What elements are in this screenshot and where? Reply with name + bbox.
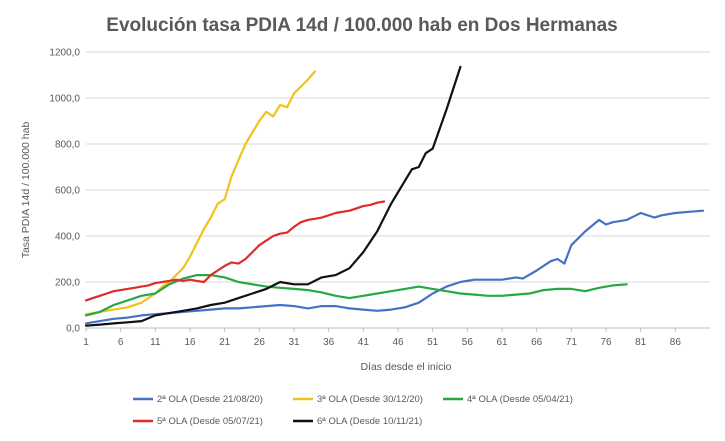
y-axis-title: Tasa PDIA 14d / 100.000 hab	[20, 122, 32, 259]
legend-entry-5: 6ª OLA (Desde 10/11/21)	[293, 416, 422, 427]
x-tick-label: 31	[288, 337, 300, 348]
x-tick-label: 6	[118, 337, 124, 348]
legend-entry-3: 4ª OLA (Desde 05/04/21)	[443, 394, 573, 405]
legend-label: 2ª OLA (Desde 21/08/20)	[157, 394, 263, 405]
series-line-5	[84, 65, 462, 327]
legend-entry-1: 2ª OLA (Desde 21/08/20)	[133, 394, 263, 405]
y-tick-label: 400,0	[55, 232, 80, 243]
y-tick-label: 600,0	[55, 186, 80, 197]
x-tick-label: 46	[392, 337, 404, 348]
x-tick-label: 26	[254, 337, 266, 348]
y-tick-label: 200,0	[55, 278, 80, 289]
x-tick-label: 86	[670, 337, 682, 348]
y-axis-ticks: 0,0 200,0 400,0 600,0 800,0 1000,0 1200,0	[49, 48, 80, 335]
series-lines	[84, 65, 705, 327]
series-line-3	[84, 274, 628, 317]
y-tick-label: 1000,0	[49, 94, 80, 105]
x-tick-label: 21	[219, 337, 231, 348]
legend-label: 4ª OLA (Desde 05/04/21)	[467, 394, 573, 405]
x-tick-label: 56	[462, 337, 474, 348]
gridlines	[86, 51, 710, 329]
legend-entry-4: 5ª OLA (Desde 05/07/21)	[133, 416, 263, 427]
series-line-4	[84, 200, 386, 302]
legend-label: 5ª OLA (Desde 05/07/21)	[157, 416, 263, 427]
y-tick-label: 0,0	[66, 324, 80, 335]
x-tick-label: 41	[358, 337, 370, 348]
x-tick-label: 1	[83, 337, 89, 348]
x-axis-ticks: 1 6 11 16 21 26 31 36 41 46 51 56 61 66 71 76 81 86	[83, 328, 681, 348]
x-tick-label: 71	[566, 337, 578, 348]
legend-entry-2: 3ª OLA (Desde 30/12/20)	[293, 394, 423, 405]
legend: 2ª OLA (Desde 21/08/20) 3ª OLA (Desde 30/…	[133, 394, 573, 427]
series-line-1	[84, 209, 705, 325]
x-tick-label: 76	[600, 337, 612, 348]
series-line-2	[84, 70, 316, 316]
y-tick-label: 1200,0	[49, 48, 80, 59]
x-tick-label: 61	[496, 337, 508, 348]
legend-label: 3ª OLA (Desde 30/12/20)	[317, 394, 423, 405]
x-tick-label: 51	[427, 337, 439, 348]
x-tick-label: 16	[184, 337, 196, 348]
chart-title: Evolución tasa PDIA 14d / 100.000 hab en…	[106, 15, 617, 36]
y-tick-label: 800,0	[55, 140, 80, 151]
x-axis-title: Días desde el inicio	[360, 361, 451, 373]
x-tick-label: 36	[323, 337, 335, 348]
x-tick-label: 66	[531, 337, 543, 348]
x-tick-label: 11	[150, 337, 161, 348]
x-tick-label: 81	[635, 337, 647, 348]
legend-label: 6ª OLA (Desde 10/11/21)	[317, 416, 422, 427]
